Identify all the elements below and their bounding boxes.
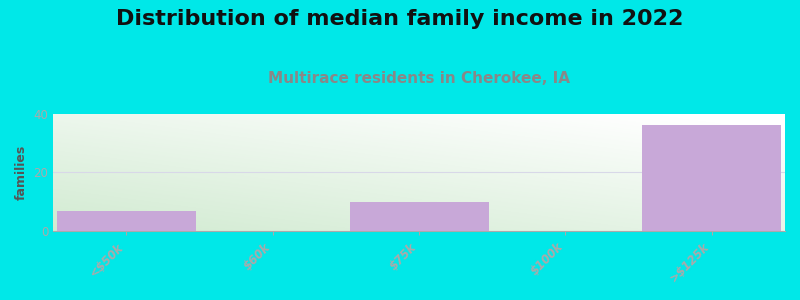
Bar	[350, 202, 489, 231]
Title: Multirace residents in Cherokee, IA: Multirace residents in Cherokee, IA	[268, 71, 570, 86]
Text: Distribution of median family income in 2022: Distribution of median family income in …	[116, 9, 684, 29]
Y-axis label: families: families	[15, 145, 28, 200]
Bar	[57, 211, 196, 231]
Bar	[642, 125, 782, 231]
